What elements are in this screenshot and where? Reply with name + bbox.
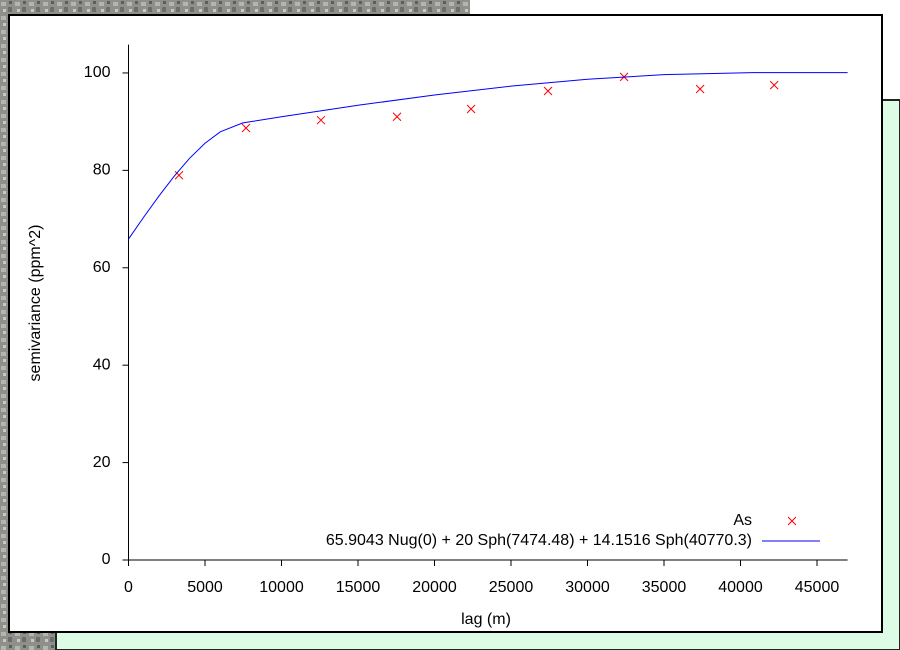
y-tick-label: 0 <box>102 551 111 568</box>
data-point <box>174 170 184 180</box>
x-tick-label: 15000 <box>336 579 381 596</box>
x-tick-label: 20000 <box>412 579 457 596</box>
legend-label: 65.9043 Nug(0) + 20 Sph(7474.48) + 14.15… <box>326 532 752 549</box>
x-axis-label: lag (m) <box>461 611 511 628</box>
y-tick-label: 80 <box>93 162 111 179</box>
x-tick-label: 35000 <box>642 579 687 596</box>
data-point <box>316 115 326 125</box>
data-point <box>769 80 779 90</box>
y-axis-label: semivariance (ppm^2) <box>27 225 44 382</box>
legend-label: As <box>733 512 752 529</box>
plot: lag (m) semivariance (ppm^2) 0 5000 10000 1… <box>27 44 848 628</box>
y-tick-label: 100 <box>84 64 111 81</box>
data-point <box>241 123 251 133</box>
model-line <box>128 72 848 240</box>
y-tick-label: 60 <box>93 259 111 276</box>
data-point <box>695 84 705 94</box>
y-tick-label: 40 <box>93 356 111 373</box>
x-tick-label: 10000 <box>259 579 304 596</box>
legend-swatch <box>787 516 797 526</box>
x-tick-label: 45000 <box>795 579 840 596</box>
x-tick-label: 25000 <box>489 579 534 596</box>
data-point <box>543 86 553 96</box>
x-tick-label: 30000 <box>565 579 610 596</box>
x-tick-label: 0 <box>124 579 133 596</box>
y-tick-label: 20 <box>93 454 111 471</box>
plot-window <box>8 14 883 633</box>
x-tick-label: 40000 <box>718 579 763 596</box>
data-point <box>466 104 476 114</box>
data-point <box>392 112 402 122</box>
x-tick-label: 5000 <box>187 579 223 596</box>
